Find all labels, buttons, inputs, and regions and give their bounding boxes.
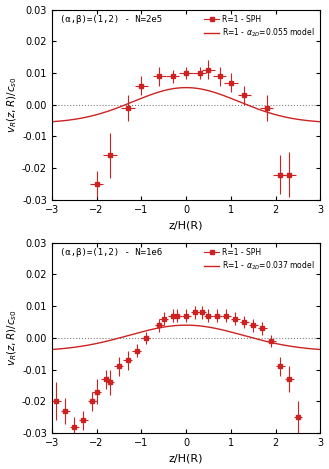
Legend: R=1 - SPH, R=1 - $\alpha_{2D}$=0.055 model: R=1 - SPH, R=1 - $\alpha_{2D}$=0.055 mod… [203,14,316,40]
Y-axis label: $v_R(z,R)/c_{s0}$: $v_R(z,R)/c_{s0}$ [6,310,19,366]
Y-axis label: $v_R(z,R)/c_{s0}$: $v_R(z,R)/c_{s0}$ [6,76,19,133]
Text: (α,β)=(1,2) - N=2e5: (α,β)=(1,2) - N=2e5 [60,15,162,24]
Text: (α,β)=(1,2) - N=1e6: (α,β)=(1,2) - N=1e6 [60,249,162,257]
Legend: R=1 - SPH, R=1 - $\alpha_{2D}$=0.037 model: R=1 - SPH, R=1 - $\alpha_{2D}$=0.037 mod… [203,247,316,273]
X-axis label: z/H(R): z/H(R) [169,220,203,230]
X-axis label: z/H(R): z/H(R) [169,454,203,463]
